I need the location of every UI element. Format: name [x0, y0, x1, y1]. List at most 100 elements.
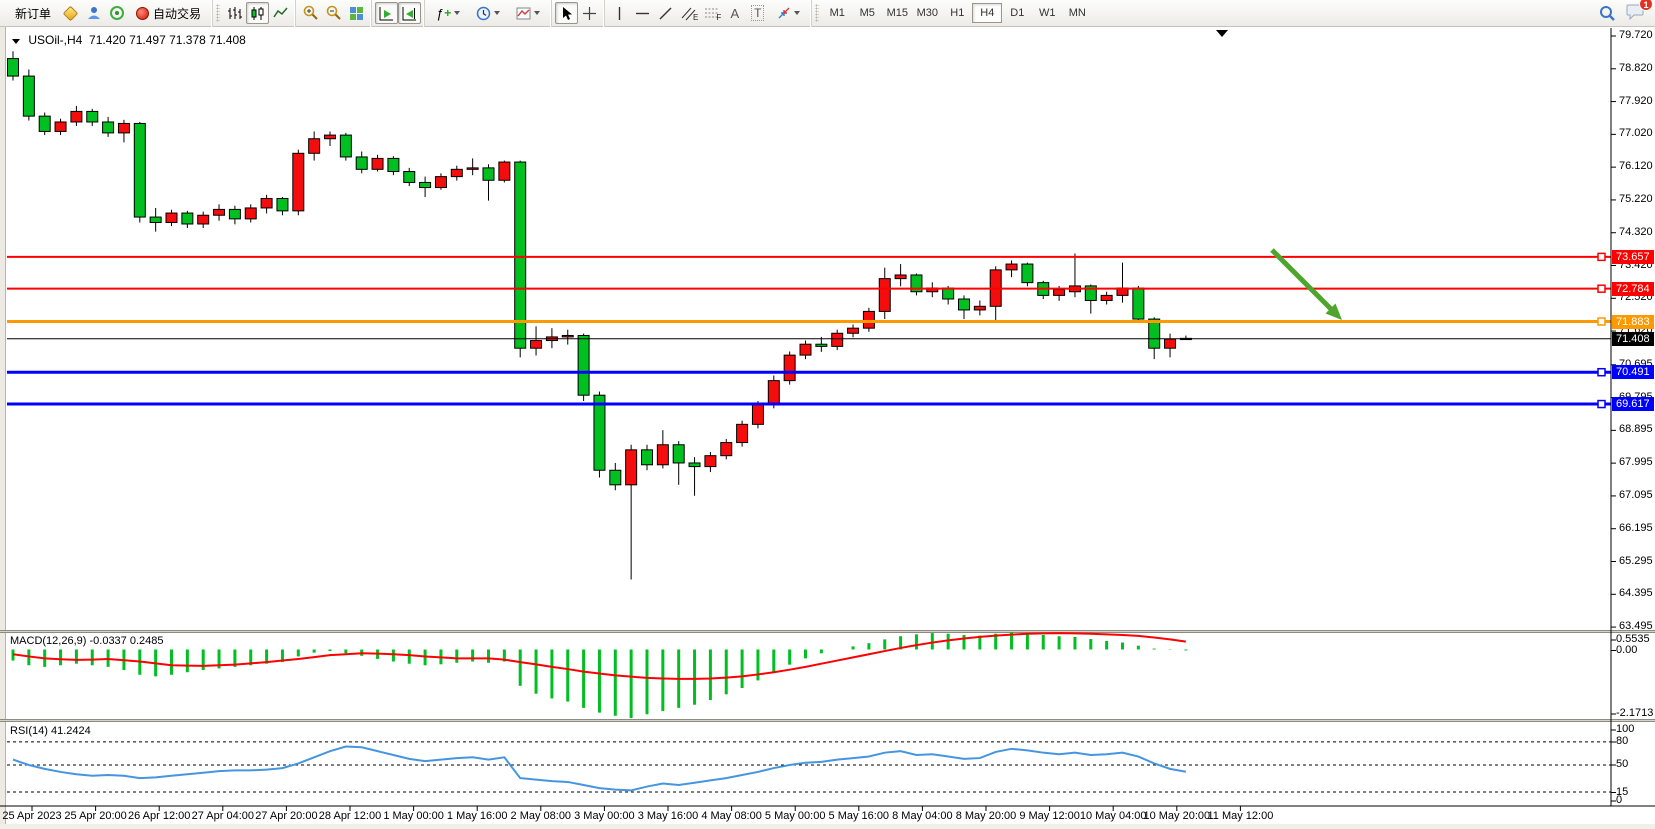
clock-icon	[477, 6, 491, 20]
price-tick-67.095: 67.095	[1619, 488, 1653, 501]
trendline-button[interactable]	[654, 2, 677, 24]
toolbar-grip[interactable]	[815, 4, 820, 22]
cursor-icon	[562, 6, 572, 20]
price-label-71.883: 71.883	[1612, 314, 1654, 329]
time-label-18: 10 May 20:00	[1143, 810, 1211, 822]
zoom-out-button[interactable]	[322, 2, 345, 24]
price-tick-77.020: 77.020	[1619, 127, 1653, 140]
candles	[7, 51, 1192, 580]
timeframe-button-H1[interactable]: H1	[942, 3, 972, 23]
hline-handle[interactable]	[1597, 284, 1606, 293]
toolbar-group-scroll	[371, 0, 424, 27]
hline-handle[interactable]	[1597, 399, 1606, 409]
chevron-down-icon	[454, 11, 461, 15]
new-order-button[interactable]: 新订单	[7, 2, 59, 24]
indicators-button[interactable]: ƒ +	[428, 2, 468, 24]
timeframe-button-D1[interactable]: D1	[1002, 3, 1032, 23]
templates-button[interactable]	[508, 2, 548, 24]
horizontal-line-button[interactable]	[631, 2, 654, 24]
time-label-15: 8 May 20:00	[955, 810, 1017, 822]
toolbar-group-indicators: ƒ +	[424, 0, 551, 27]
macd-signal-line	[12, 632, 1187, 680]
macd-axis--2.1713: -2.1713	[1616, 707, 1654, 719]
tile-windows-button[interactable]	[345, 2, 368, 24]
chart-canvas[interactable]	[0, 27, 1655, 824]
autotrading-button[interactable]: 自动交易	[128, 2, 209, 24]
template-icon	[516, 7, 531, 19]
price-tick-74.320: 74.320	[1619, 225, 1653, 238]
signals-icon[interactable]	[105, 2, 128, 24]
gem-icon	[62, 5, 79, 21]
time-label-14: 8 May 04:00	[892, 810, 953, 822]
chevron-down-icon	[794, 11, 801, 15]
text-label-button[interactable]: T	[746, 2, 769, 24]
rsi-value: 41.2424	[50, 725, 91, 737]
time-label-2: 26 Apr 12:00	[127, 810, 191, 822]
toolbar-grip[interactable]	[216, 4, 221, 22]
auto-scroll-button[interactable]	[375, 2, 399, 24]
fibonacci-button[interactable]: F	[700, 2, 723, 24]
time-label-10: 3 May 16:00	[637, 810, 699, 822]
timeframe-button-H4[interactable]: H4	[972, 3, 1003, 23]
market-icon[interactable]	[59, 2, 82, 24]
cursor-button[interactable]	[555, 2, 579, 24]
time-label-3: 27 Apr 04:00	[191, 810, 254, 822]
pane-divider[interactable]	[0, 630, 1655, 633]
pane-divider[interactable]	[0, 719, 1655, 722]
one-click-expand-icon[interactable]	[12, 39, 20, 44]
zoom-in-button[interactable]	[299, 2, 322, 24]
hline-handle[interactable]	[1597, 317, 1606, 326]
fibonacci-sub-glyph: F	[716, 13, 722, 22]
timeframe-button-W1[interactable]: W1	[1032, 3, 1062, 23]
time-label-1: 25 Apr 20:00	[64, 810, 127, 822]
crosshair-button[interactable]	[578, 2, 601, 24]
fibonacci-icon	[705, 8, 719, 17]
timeframe-button-MN[interactable]: MN	[1062, 3, 1092, 23]
arrows-button[interactable]	[769, 2, 808, 24]
time-label-13: 5 May 16:00	[828, 810, 890, 822]
line-chart-button[interactable]	[269, 2, 292, 24]
price-tick-68.895: 68.895	[1619, 423, 1653, 436]
chart-shift-marker[interactable]	[1216, 30, 1228, 37]
rsi-axis-80: 80	[1616, 735, 1629, 747]
channel-sub-glyph: E	[692, 13, 699, 22]
macd-axis-0.5535: 0.5535	[1616, 633, 1650, 645]
timeframe-button-M1[interactable]: M1	[822, 3, 852, 23]
chart-shift-button[interactable]	[398, 2, 422, 24]
text-label-icon: T	[751, 5, 765, 21]
rsi-axis-0: 0	[1616, 794, 1623, 806]
periods-button[interactable]	[468, 2, 508, 24]
window-left-frame	[0, 27, 6, 824]
arrow-annotation[interactable]	[1270, 248, 1334, 312]
toolbar-group-timeframes: M1 M5 M15 M30 H1 H4 D1 W1 MN	[811, 0, 1095, 27]
chart-symbol-period: USOil-,H4	[28, 33, 83, 47]
rsi-axis-50: 50	[1616, 758, 1629, 770]
timeframe-button-M30[interactable]: M30	[912, 3, 942, 23]
text-icon: A	[730, 5, 740, 21]
autotrading-status-icon	[136, 6, 150, 20]
hline-handle[interactable]	[1597, 252, 1606, 262]
text-button[interactable]: A	[723, 2, 746, 24]
autotrading-label: 自动交易	[153, 6, 202, 21]
toolbar-group-zoom	[295, 0, 371, 27]
candles-chart-button[interactable]	[246, 2, 270, 24]
vertical-line-button[interactable]	[608, 2, 631, 24]
channel-button[interactable]: E	[677, 2, 700, 24]
timeframe-button-M5[interactable]: M5	[852, 3, 882, 23]
macd-values: -0.0337 0.2485	[89, 635, 164, 647]
timeframe-button-M15[interactable]: M15	[882, 3, 912, 23]
bars-chart-button[interactable]	[223, 2, 246, 24]
notifications-button[interactable]: 1	[1626, 0, 1653, 23]
rsi-pane-title: RSI(14) 41.2424	[10, 725, 91, 737]
tile-windows-icon	[350, 6, 364, 20]
time-label-11: 4 May 08:00	[701, 810, 762, 822]
hline-handle[interactable]	[1597, 367, 1606, 377]
horizontal-line-icon	[636, 12, 650, 14]
trendline-icon	[659, 7, 672, 19]
price-label-73.657: 73.657	[1612, 249, 1654, 264]
rsi-plot	[7, 741, 1611, 793]
search-icon[interactable]	[1599, 5, 1616, 22]
price-tick-77.920: 77.920	[1619, 94, 1653, 107]
community-icon[interactable]	[82, 2, 105, 24]
bars-icon	[228, 6, 243, 19]
